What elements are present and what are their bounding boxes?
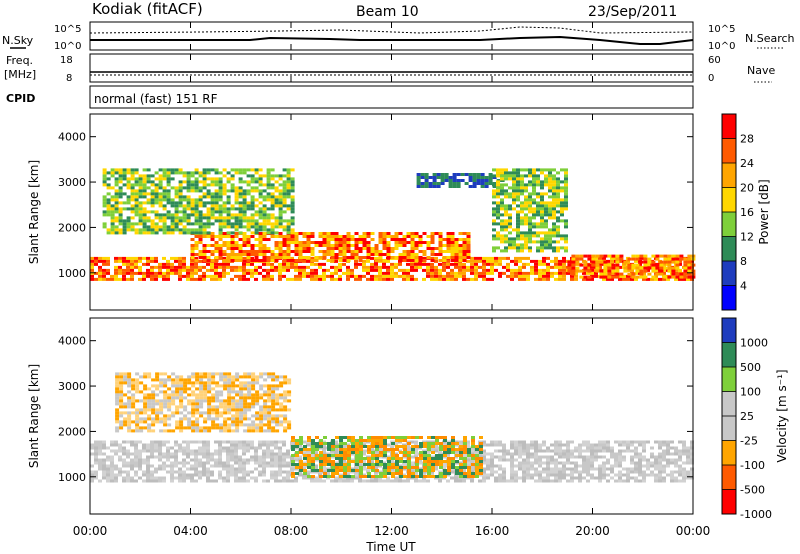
power-heatmap bbox=[90, 168, 696, 281]
colorbar-tick-label: 4 bbox=[740, 280, 747, 293]
colorbar-segment bbox=[722, 261, 736, 286]
freq-label-line1: Freq. bbox=[6, 54, 33, 67]
colorbar-segment bbox=[722, 212, 736, 237]
time-tick-label: 12:00 bbox=[374, 524, 409, 538]
colorbar-segment bbox=[722, 416, 736, 441]
power-panel: 1000 2000 3000 4000 Slant Range [km] 28 24 20… bbox=[27, 113, 771, 311]
time-tick-label: 04:00 bbox=[173, 524, 208, 538]
colorbar-tick-label: 25 bbox=[740, 410, 754, 423]
velocity-ylabel: Slant Range [km] bbox=[27, 364, 41, 468]
time-tick-label: 00:00 bbox=[73, 524, 108, 538]
colorbar-tick-label: -500 bbox=[740, 484, 765, 497]
colorbar-segment bbox=[722, 236, 736, 261]
y-tick-label: 3000 bbox=[58, 176, 86, 189]
freq-panel: Freq. [MHz] 18 8 60 0 Nave bbox=[4, 53, 775, 84]
freq-left-tick-bottom: 8 bbox=[66, 73, 72, 84]
noise-left-label: N.Sky bbox=[2, 34, 34, 47]
noise-panel: N.Sky 10^5 10^0 10^5 10^0 N.Search bbox=[2, 21, 795, 52]
colorbar-segment bbox=[722, 138, 736, 163]
colorbar-segment bbox=[722, 440, 736, 465]
power-ylabel: Slant Range [km] bbox=[27, 160, 41, 264]
date-title: 23/Sep/2011 bbox=[588, 4, 677, 20]
y-tick-label: 3000 bbox=[58, 380, 86, 393]
echo-region-1 bbox=[291, 436, 483, 478]
colorbar-tick-label: 500 bbox=[740, 361, 761, 374]
noise-left-tick-top: 10^5 bbox=[54, 24, 81, 35]
freq-label-line2: [MHz] bbox=[4, 68, 36, 81]
nave-label: Nave bbox=[747, 64, 775, 77]
colorbar-tick-label: 1000 bbox=[740, 337, 768, 350]
y-tick-label: 2000 bbox=[58, 425, 86, 438]
colorbar-segment bbox=[722, 318, 736, 343]
noise-right-label: N.Search bbox=[745, 32, 795, 45]
y-tick-label: 2000 bbox=[58, 221, 86, 234]
echo-region-4 bbox=[492, 168, 568, 253]
colorbar-segment bbox=[722, 391, 736, 416]
time-tick-label: 16:00 bbox=[475, 524, 510, 538]
colorbar-tick-label: 12 bbox=[740, 231, 754, 244]
time-tick-label: 00:00 bbox=[676, 524, 711, 538]
noise-right-tick-bottom: 10^0 bbox=[708, 41, 735, 52]
noise-search-trace bbox=[89, 26, 694, 34]
station-title: Kodiak (fitACF) bbox=[92, 0, 203, 18]
y-tick-label: 1000 bbox=[58, 267, 86, 280]
colorbar-tick-label: 16 bbox=[740, 206, 754, 219]
y-tick-label: 4000 bbox=[58, 131, 86, 144]
colorbar-tick-label: 24 bbox=[740, 157, 754, 170]
colorbar-tick-label: 28 bbox=[740, 133, 754, 146]
colorbar-segment bbox=[722, 285, 736, 310]
velocity-panel: 1000 2000 3000 4000 Slant Range [km] 1000 50… bbox=[27, 317, 789, 521]
echo-region-2 bbox=[102, 168, 295, 235]
power-colorbar: 28 24 20 16 12 8 4 bbox=[721, 113, 754, 311]
velocity-heatmap bbox=[90, 372, 694, 483]
echo-region-1 bbox=[190, 232, 471, 262]
y-tick-label: 1000 bbox=[58, 471, 86, 484]
colorbar-segment bbox=[722, 114, 736, 139]
noise-left-tick-bottom: 10^0 bbox=[54, 41, 81, 52]
velocity-colorbar-label: Velocity [m s⁻¹] bbox=[775, 369, 789, 462]
colorbar-segment bbox=[722, 342, 736, 367]
freq-left-tick-top: 18 bbox=[60, 55, 73, 66]
noise-right-tick-top: 10^5 bbox=[708, 24, 735, 35]
power-y-axis: 1000 2000 3000 4000 bbox=[58, 131, 693, 280]
y-tick-label: 4000 bbox=[58, 335, 86, 348]
noise-sky-trace bbox=[90, 35, 694, 45]
echo-region-2 bbox=[115, 372, 292, 433]
colorbar-tick-label: -25 bbox=[740, 435, 758, 448]
echo-region-5 bbox=[567, 254, 696, 279]
velocity-colorbar: 1000 500 100 25 -25 -100 -500 -1000 bbox=[721, 317, 772, 521]
colorbar-tick-label: 8 bbox=[740, 255, 747, 268]
colorbar-segment bbox=[722, 163, 736, 188]
time-tick-label: 20:00 bbox=[575, 524, 610, 538]
freq-right-tick-top: 60 bbox=[708, 55, 721, 66]
colorbar-segment bbox=[722, 367, 736, 392]
power-colorbar-label: Power [dB] bbox=[757, 179, 771, 244]
freq-right-tick-bottom: 0 bbox=[708, 73, 714, 84]
colorbar-segment bbox=[722, 187, 736, 212]
time-axis: 00:00 04:00 08:00 12:00 16:00 20:00 00:00 bbox=[73, 22, 711, 538]
colorbar-segment bbox=[722, 489, 736, 514]
colorbar-tick-label: -1000 bbox=[740, 508, 772, 521]
velocity-y-axis: 1000 2000 3000 4000 bbox=[58, 335, 693, 484]
echo-region-3 bbox=[416, 173, 505, 188]
time-axis-label: Time UT bbox=[365, 540, 416, 554]
colorbar-tick-label: 20 bbox=[740, 182, 754, 195]
cpid-value: normal (fast) 151 RF bbox=[94, 92, 218, 106]
cpid-row: CPID normal (fast) 151 RF bbox=[6, 85, 694, 109]
time-tick-label: 08:00 bbox=[274, 524, 309, 538]
beam-title: Beam 10 bbox=[356, 4, 419, 20]
colorbar-tick-label: 100 bbox=[740, 386, 761, 399]
colorbar-segment bbox=[722, 465, 736, 490]
cpid-label: CPID bbox=[6, 92, 35, 105]
colorbar-tick-label: -100 bbox=[740, 459, 765, 472]
